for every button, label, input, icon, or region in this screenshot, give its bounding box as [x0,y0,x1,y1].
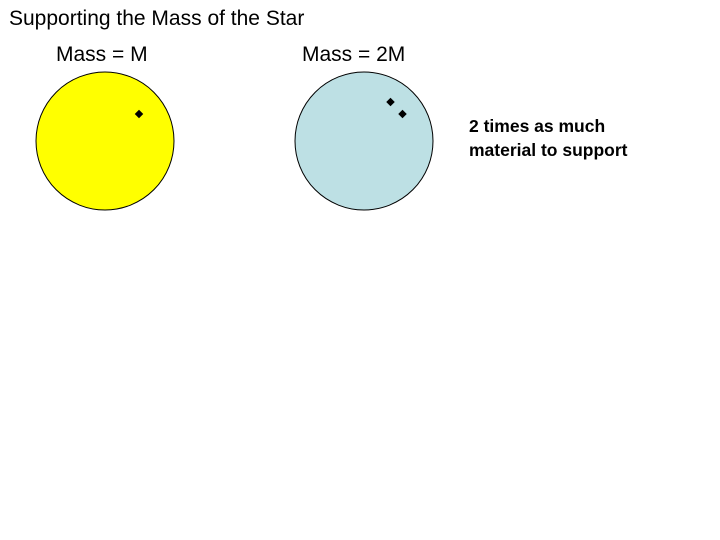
comparison-note: 2 times as much material to support [469,114,628,162]
star-mass-m [35,71,175,211]
particle-marker [386,97,395,107]
star-label-mass-m: Mass = M [56,43,148,66]
particle-marker [134,109,144,119]
particle-marker [398,109,407,119]
slide-title: Supporting the Mass of the Star [9,7,305,30]
star-mass-2m [294,71,434,211]
star-label-mass-2m: Mass = 2M [302,43,406,66]
note-line-2: material to support [469,140,628,160]
note-line-1: 2 times as much [469,116,606,136]
